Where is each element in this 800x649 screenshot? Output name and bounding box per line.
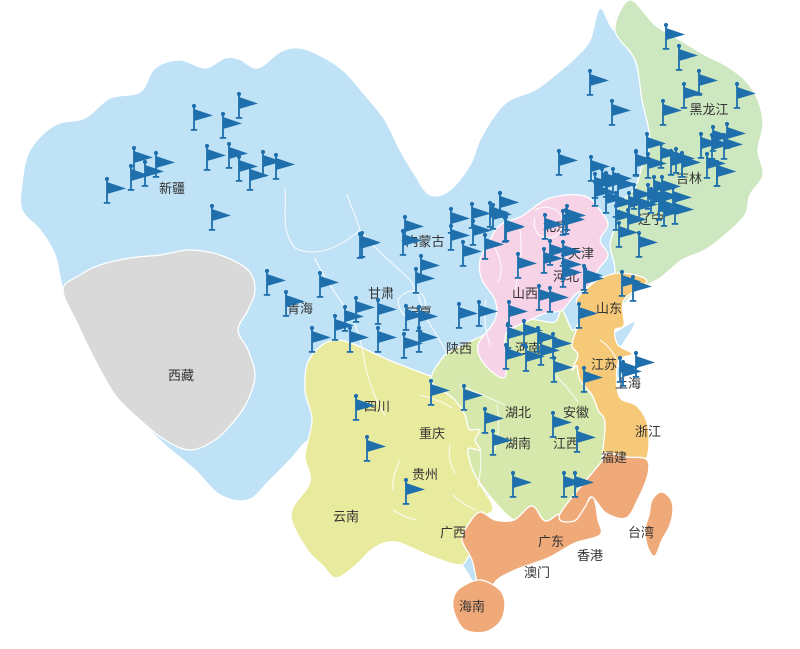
svg-text:上海: 上海 bbox=[615, 376, 641, 391]
svg-text:陕西: 陕西 bbox=[446, 341, 472, 356]
svg-text:新疆: 新疆 bbox=[159, 181, 185, 196]
svg-text:贵州: 贵州 bbox=[412, 467, 438, 482]
svg-text:海南: 海南 bbox=[459, 599, 485, 614]
svg-text:浙江: 浙江 bbox=[635, 424, 661, 439]
svg-text:山西: 山西 bbox=[512, 286, 538, 301]
svg-text:重庆: 重庆 bbox=[419, 426, 445, 441]
svg-text:山东: 山东 bbox=[596, 301, 622, 316]
svg-text:台湾: 台湾 bbox=[628, 525, 654, 540]
svg-text:甘肃: 甘肃 bbox=[368, 286, 394, 301]
svg-text:湖北: 湖北 bbox=[505, 405, 531, 420]
svg-text:黑龙江: 黑龙江 bbox=[689, 102, 728, 117]
svg-text:福建: 福建 bbox=[601, 450, 627, 465]
svg-text:湖南: 湖南 bbox=[505, 436, 531, 451]
svg-text:澳门: 澳门 bbox=[524, 565, 550, 580]
svg-text:吉林: 吉林 bbox=[676, 171, 702, 186]
svg-text:香港: 香港 bbox=[577, 548, 603, 563]
svg-text:广东: 广东 bbox=[538, 534, 564, 549]
svg-text:江西: 江西 bbox=[553, 436, 579, 451]
svg-text:安徽: 安徽 bbox=[563, 405, 589, 420]
svg-text:广西: 广西 bbox=[440, 525, 466, 540]
svg-text:西藏: 西藏 bbox=[168, 368, 194, 383]
svg-text:云南: 云南 bbox=[333, 509, 359, 524]
svg-text:江苏: 江苏 bbox=[591, 357, 617, 372]
